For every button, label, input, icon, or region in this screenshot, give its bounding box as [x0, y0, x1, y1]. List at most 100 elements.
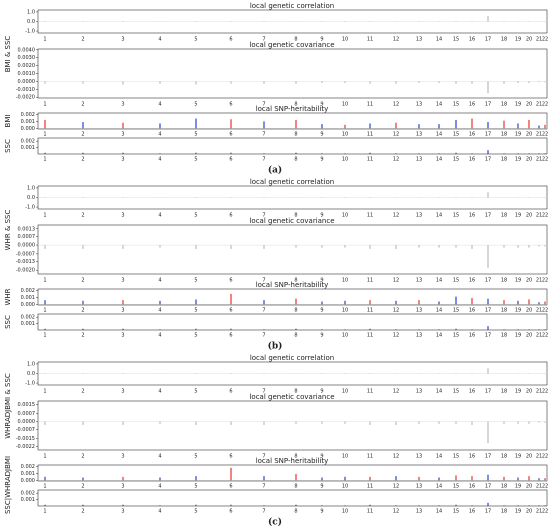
chromosome-label: 1 — [43, 484, 46, 490]
chromosome-label: 5 — [194, 132, 197, 138]
chromosome-label: 15 — [453, 454, 459, 460]
chromosome-label: 15 — [453, 102, 459, 108]
chromosome-label: 3 — [121, 389, 124, 395]
chromosome-label: 10 — [342, 454, 348, 460]
chromosome-label: 14 — [436, 278, 442, 284]
chromosome-label: 14 — [436, 333, 442, 339]
chromosome-label: 10 — [342, 213, 348, 219]
subplot-title: local genetic covariance — [249, 217, 334, 225]
chromosome-label: 1 — [43, 308, 46, 314]
chromosome-label: 15 — [453, 278, 459, 284]
y-tick-label: 0.001 — [21, 119, 35, 125]
chromosome-label: 22 — [542, 157, 548, 163]
chromosome-label: 20 — [526, 389, 532, 395]
chromosome-label: 2 — [81, 484, 84, 490]
y-tick-label: 0.0040 — [18, 47, 36, 53]
chromosome-label: 17 — [485, 37, 491, 43]
chromosome-label: 9 — [320, 37, 323, 43]
chromosome-label: 14 — [436, 102, 442, 108]
chromosome-label: 18 — [501, 454, 507, 460]
plot-frame — [37, 48, 548, 99]
chromosome-label: 6 — [229, 213, 232, 219]
chromosome-label: 21 — [536, 37, 542, 43]
chromosome-label: 7 — [262, 37, 265, 43]
y-tick-label: 1.0 — [27, 185, 35, 191]
chromosome-label: 6 — [229, 308, 232, 314]
chromosome-label: 12 — [393, 132, 399, 138]
chromosome-label: 22 — [542, 37, 548, 43]
y-tick-label: 0.0000 — [18, 79, 36, 85]
chromosome-label: 9 — [320, 213, 323, 219]
chromosome-label: 11 — [367, 333, 373, 339]
chromosome-label: 14 — [436, 389, 442, 395]
y-tick-label: 1.0 — [27, 361, 35, 367]
chromosome-label: 4 — [158, 509, 161, 515]
chromosome-label: 20 — [526, 37, 532, 43]
chromosome-label: 18 — [501, 213, 507, 219]
chromosome-label: 7 — [262, 102, 265, 108]
chromosome-label: 19 — [515, 389, 521, 395]
chromosome-label: 19 — [515, 102, 521, 108]
chromosome-label: 12 — [393, 389, 399, 395]
chromosome-label: 16 — [469, 333, 475, 339]
subplot-title: local SNP-heritability — [256, 281, 329, 289]
chromosome-label: 16 — [469, 308, 475, 314]
chromosome-label: 14 — [436, 132, 442, 138]
chromosome-label: 15 — [453, 132, 459, 138]
chromosome-label: 6 — [229, 132, 232, 138]
chromosome-label: 21 — [536, 157, 542, 163]
chromosome-label: 12 — [393, 308, 399, 314]
chromosome-label: 19 — [515, 333, 521, 339]
chromosome-label: 14 — [436, 157, 442, 163]
y-tick-label: 0.002 — [21, 139, 35, 145]
chromosome-label: 11 — [367, 132, 373, 138]
chromosome-label: 2 — [81, 102, 84, 108]
chromosome-label: 11 — [367, 213, 373, 219]
chromosome-label: 8 — [294, 157, 297, 163]
plot-frame — [37, 464, 548, 482]
chromosome-label: 14 — [436, 213, 442, 219]
chromosome-label: 6 — [229, 157, 232, 163]
chromosome-label: 10 — [342, 37, 348, 43]
chromosome-label: 2 — [81, 37, 84, 43]
chromosome-label: 20 — [526, 308, 532, 314]
chromosome-label: 12 — [393, 454, 399, 460]
chromosome-label: 13 — [416, 454, 422, 460]
chromosome-label: 16 — [469, 102, 475, 108]
chromosome-label: 5 — [194, 389, 197, 395]
chromosome-label: 20 — [526, 132, 532, 138]
chromosome-label: 10 — [342, 157, 348, 163]
y-tick-label: 1.0 — [27, 9, 35, 15]
chromosome-label: 16 — [469, 389, 475, 395]
y-tick-label: 0.002 — [21, 288, 35, 294]
chromosome-label: 6 — [229, 454, 232, 460]
chromosome-label: 19 — [515, 308, 521, 314]
chromosome-label: 8 — [294, 454, 297, 460]
chromosome-label: 6 — [229, 389, 232, 395]
chromosome-label: 10 — [342, 389, 348, 395]
chromosome-label: 18 — [501, 132, 507, 138]
chromosome-label: 11 — [367, 509, 373, 515]
chromosome-label: 1 — [43, 132, 46, 138]
y-tick-label: -0.0010 — [16, 87, 35, 93]
chromosome-label: 22 — [542, 102, 548, 108]
chromosome-label: 13 — [416, 509, 422, 515]
chromosome-label: 4 — [158, 102, 161, 108]
chromosome-label: 10 — [342, 278, 348, 284]
chromosome-label: 5 — [194, 333, 197, 339]
y-tick-label: -0.0007 — [16, 251, 35, 257]
chromosome-label: 21 — [536, 454, 542, 460]
y-axis-label: WHRADJBMI & SSC — [4, 373, 12, 439]
y-tick-label: 0.0015 — [18, 402, 36, 408]
y-axis-label: BMI & SSC — [4, 36, 12, 73]
chromosome-label: 4 — [158, 389, 161, 395]
chromosome-label: 16 — [469, 37, 475, 43]
chromosome-label: 21 — [536, 278, 542, 284]
chromosome-label: 8 — [294, 278, 297, 284]
y-tick-label: 0.000 — [21, 478, 35, 484]
chromosome-label: 9 — [320, 389, 323, 395]
subplot-title: local SNP-heritability — [256, 457, 329, 465]
chromosome-label: 8 — [294, 308, 297, 314]
chromosome-label: 17 — [485, 278, 491, 284]
